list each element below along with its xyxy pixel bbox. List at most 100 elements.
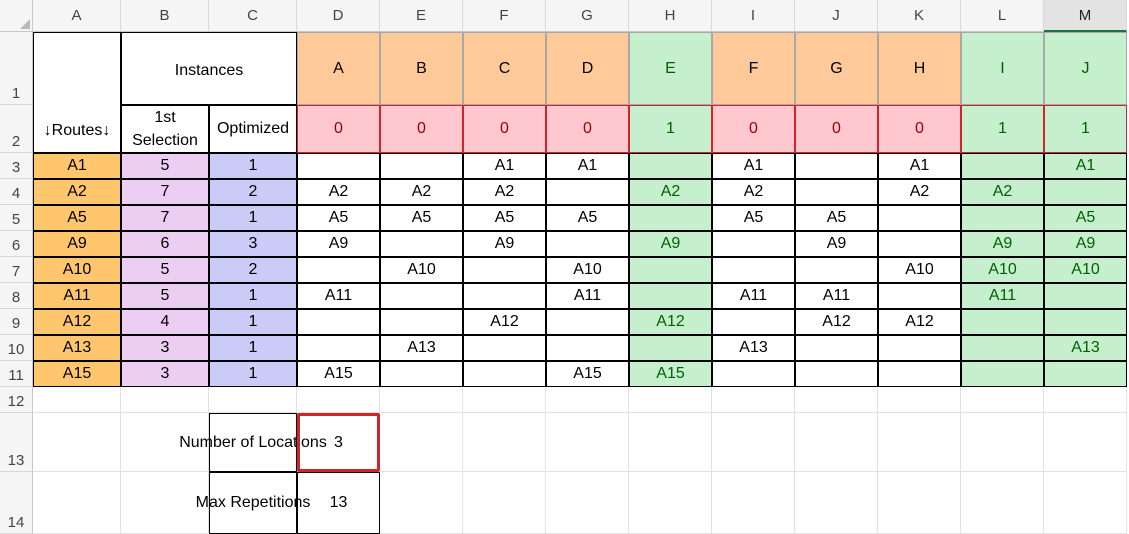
instance-cell[interactable]: A15 <box>297 361 380 387</box>
instance-flag-h[interactable]: 0 <box>878 105 961 153</box>
instance-cell[interactable]: A2 <box>878 179 961 205</box>
instance-cell[interactable]: A12 <box>463 309 546 335</box>
instance-cell[interactable]: A5 <box>795 205 878 231</box>
row-header-2[interactable]: 2 <box>0 105 33 153</box>
instance-cell[interactable] <box>297 153 380 179</box>
instance-cell[interactable]: A11 <box>297 283 380 309</box>
optimized-count[interactable]: 3 <box>209 231 297 257</box>
optimized-count[interactable]: 1 <box>209 153 297 179</box>
instance-cell[interactable] <box>1044 309 1127 335</box>
row-header-8[interactable]: 8 <box>0 283 33 309</box>
instance-cell[interactable] <box>878 335 961 361</box>
max-repetitions-value[interactable]: 13 <box>297 472 380 534</box>
empty-cell[interactable] <box>712 387 795 413</box>
instance-cell[interactable]: A11 <box>712 283 795 309</box>
route-cell-a10[interactable]: A10 <box>33 257 121 283</box>
optimized-count[interactable]: 1 <box>209 309 297 335</box>
instance-cell[interactable] <box>712 361 795 387</box>
instance-header-d[interactable]: D <box>546 32 629 105</box>
instance-cell[interactable] <box>795 361 878 387</box>
empty-cell[interactable] <box>795 472 878 534</box>
optimized-count[interactable]: 1 <box>209 283 297 309</box>
empty-cell[interactable] <box>878 472 961 534</box>
first-selection-count[interactable]: 5 <box>121 283 209 309</box>
row-header-6[interactable]: 6 <box>0 231 33 257</box>
empty-cell[interactable] <box>629 413 712 472</box>
instance-cell[interactable]: A10 <box>961 257 1044 283</box>
instance-cell[interactable]: A2 <box>463 179 546 205</box>
row-header-14[interactable]: 14 <box>0 472 33 534</box>
row-header-13[interactable]: 13 <box>0 413 33 472</box>
empty-cell[interactable] <box>961 472 1044 534</box>
empty-cell[interactable] <box>712 413 795 472</box>
instance-cell[interactable] <box>712 309 795 335</box>
route-cell-a12[interactable]: A12 <box>33 309 121 335</box>
instance-cell[interactable] <box>297 257 380 283</box>
instance-cell[interactable] <box>546 335 629 361</box>
instance-cell[interactable]: A9 <box>1044 231 1127 257</box>
empty-cell[interactable] <box>546 472 629 534</box>
instance-cell[interactable]: A5 <box>712 205 795 231</box>
first-selection-count[interactable]: 7 <box>121 205 209 231</box>
row-header-12[interactable]: 12 <box>0 387 33 413</box>
empty-cell[interactable] <box>463 387 546 413</box>
instance-cell[interactable] <box>629 283 712 309</box>
instance-cell[interactable]: A10 <box>1044 257 1127 283</box>
instance-cell[interactable] <box>380 361 463 387</box>
instance-cell[interactable]: A12 <box>795 309 878 335</box>
instance-cell[interactable]: A9 <box>961 231 1044 257</box>
route-cell-a5[interactable]: A5 <box>33 205 121 231</box>
empty-cell[interactable] <box>629 387 712 413</box>
row-header-9[interactable]: 9 <box>0 309 33 335</box>
instance-cell[interactable] <box>463 257 546 283</box>
instance-cell[interactable] <box>1044 179 1127 205</box>
instance-cell[interactable] <box>878 231 961 257</box>
instance-flag-c[interactable]: 0 <box>463 105 546 153</box>
instance-cell[interactable] <box>961 309 1044 335</box>
instance-flag-i[interactable]: 1 <box>961 105 1044 153</box>
instance-flag-g[interactable]: 0 <box>795 105 878 153</box>
instance-cell[interactable] <box>712 257 795 283</box>
column-header-c[interactable]: C <box>209 0 297 32</box>
empty-cell[interactable] <box>121 387 209 413</box>
empty-cell[interactable] <box>380 387 463 413</box>
empty-cell[interactable] <box>795 387 878 413</box>
empty-cell[interactable] <box>878 413 961 472</box>
empty-cell[interactable] <box>546 413 629 472</box>
first-selection-count[interactable]: 6 <box>121 231 209 257</box>
instance-cell[interactable] <box>629 257 712 283</box>
row-header-11[interactable]: 11 <box>0 361 33 387</box>
instance-cell[interactable] <box>961 361 1044 387</box>
instance-cell[interactable]: A5 <box>546 205 629 231</box>
instance-cell[interactable]: A1 <box>1044 153 1127 179</box>
instance-cell[interactable] <box>380 153 463 179</box>
empty-cell[interactable] <box>1044 387 1127 413</box>
route-cell-a15[interactable]: A15 <box>33 361 121 387</box>
instance-header-e[interactable]: E <box>629 32 712 105</box>
instance-cell[interactable] <box>297 309 380 335</box>
instance-cell[interactable] <box>629 205 712 231</box>
instance-header-i[interactable]: I <box>961 32 1044 105</box>
empty-cell[interactable] <box>463 472 546 534</box>
instance-cell[interactable]: A10 <box>878 257 961 283</box>
select-all-corner[interactable] <box>0 0 33 32</box>
column-header-d[interactable]: D <box>297 0 380 32</box>
instance-header-j[interactable]: J <box>1044 32 1127 105</box>
empty-cell[interactable] <box>380 472 463 534</box>
instance-cell[interactable] <box>961 153 1044 179</box>
optimized-count[interactable]: 2 <box>209 179 297 205</box>
first-selection-count[interactable]: 5 <box>121 257 209 283</box>
instance-cell[interactable] <box>795 257 878 283</box>
instance-cell[interactable] <box>380 309 463 335</box>
empty-cell[interactable] <box>121 413 209 472</box>
empty-cell[interactable] <box>380 413 463 472</box>
first-selection-count[interactable]: 7 <box>121 179 209 205</box>
first-selection-header-cell[interactable]: 1st Selection <box>121 105 209 153</box>
empty-cell[interactable] <box>961 387 1044 413</box>
row-header-1[interactable]: 1 <box>0 32 33 105</box>
instance-flag-f[interactable]: 0 <box>712 105 795 153</box>
row-header-5[interactable]: 5 <box>0 205 33 231</box>
instance-cell[interactable]: A9 <box>463 231 546 257</box>
empty-cell[interactable] <box>33 413 121 472</box>
row-header-4[interactable]: 4 <box>0 179 33 205</box>
